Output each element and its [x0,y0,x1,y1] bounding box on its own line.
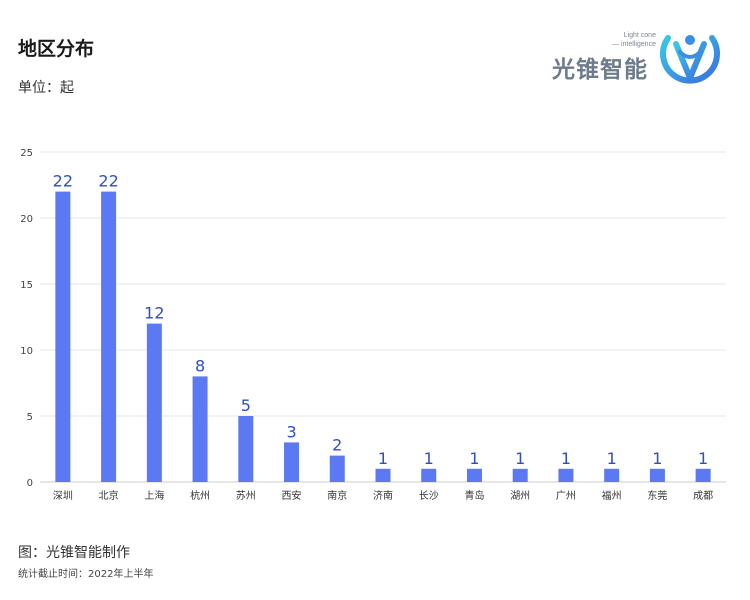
y-tick-label: 25 [20,148,33,159]
x-tick-label: 北京 [99,489,119,502]
bar-value-label: 1 [378,449,388,468]
y-tick-label: 0 [27,478,33,489]
bar-value-label: 3 [286,422,296,441]
bar-chart: 0 5 10 15 20 25 22 22 12 8 5 3 2 1 1 1 1 1 1 1 1 深圳 北京 上海 杭州 苏州… [20,148,726,502]
bar-value-label: 1 [607,449,617,468]
unit-label: 单位：起 [18,80,74,96]
logo-v-icon [660,35,720,84]
y-tick-label: 5 [27,412,33,423]
logo-tagline-line2: — intelligence [612,41,656,48]
brand-logo: 光锥智能 Light cone — intelligence [548,22,728,92]
bar [695,468,711,482]
bar [512,468,528,482]
bar [238,416,254,482]
bar-value-label: 22 [98,172,118,191]
x-tick-label: 湖州 [510,490,530,502]
bar-value-label: 1 [698,449,708,468]
bar [604,468,620,482]
stat-cutoff-note: 统计截止时间：2022年上半年 [18,569,154,580]
x-tick-label: 南京 [327,489,347,502]
value-labels: 22 22 12 8 5 3 2 1 1 1 1 1 1 1 1 [53,172,709,468]
bar [146,323,162,482]
y-tick-label: 15 [20,280,33,291]
bars [55,191,711,482]
x-tick-label: 西安 [282,489,302,502]
x-tick-label: 上海 [144,489,164,502]
bar-value-label: 1 [652,449,662,468]
x-tick-label: 福州 [602,489,622,502]
bar-value-label: 1 [561,449,571,468]
bar [101,191,117,482]
chart-title: 地区分布 [18,38,95,60]
x-tick-label: 杭州 [190,489,210,502]
x-tick-label: 深圳 [53,490,73,502]
y-tick-label: 20 [20,214,33,225]
bar [55,191,71,482]
bar [375,468,391,482]
bar [329,455,345,482]
x-axis-ticks: 深圳 北京 上海 杭州 苏州 西安 南京 济南 长沙 青岛 湖州 广州 福州 东莞 成都 [53,489,713,502]
bar-value-label: 12 [144,304,164,323]
source-note: 图：光锥智能制作 [18,545,130,561]
x-tick-label: 苏州 [236,489,256,502]
logo-tagline-line1: Light cone [623,32,656,39]
x-tick-label: 青岛 [464,489,484,502]
grid-lines [40,151,726,483]
x-tick-label: 成都 [693,490,713,502]
x-tick-label: 东莞 [647,489,667,502]
logo-name: 光锥智能 [552,57,648,83]
bar [284,442,300,482]
x-tick-label: 广州 [556,490,576,502]
x-tick-label: 济南 [373,489,393,502]
bar-value-label: 22 [53,172,73,191]
x-tick-label: 长沙 [419,490,439,502]
bar-value-label: 5 [241,396,251,415]
bar-value-label: 1 [469,449,479,468]
bar [421,468,437,482]
bar-value-label: 2 [332,436,342,455]
bar [192,376,208,482]
y-tick-label: 10 [20,346,33,357]
logo-tagline: Light cone — intelligence [612,31,656,49]
bar-value-label: 8 [195,356,205,375]
bar [558,468,574,482]
bar-value-label: 1 [424,449,434,468]
bar-value-label: 1 [515,449,525,468]
y-axis-ticks: 0 5 10 15 20 25 [20,148,33,489]
bar [649,468,665,482]
bar [466,468,482,482]
